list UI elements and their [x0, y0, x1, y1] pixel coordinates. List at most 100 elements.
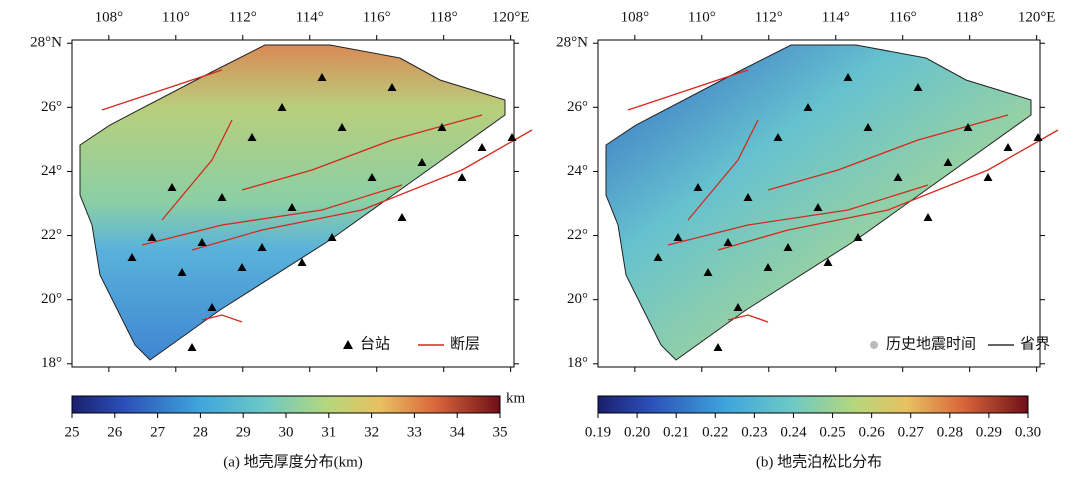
colorbar — [597, 395, 1029, 414]
station — [367, 173, 377, 181]
map-field — [79, 44, 506, 361]
station — [813, 203, 823, 211]
lon-label: 108° — [95, 9, 124, 25]
colorbar-label: 25 — [65, 424, 80, 440]
station — [277, 103, 287, 111]
colorbar-label: 0.25 — [819, 424, 845, 440]
fault — [161, 119, 233, 221]
legend-symbol — [870, 341, 878, 349]
legend-label: 断层 — [450, 335, 480, 352]
lat-label: 18° — [41, 355, 62, 371]
colorbar-unit: km — [506, 390, 526, 406]
station — [963, 123, 973, 131]
lat-label: 24° — [41, 163, 62, 179]
station — [397, 213, 407, 221]
colorbar-label: 32 — [364, 424, 379, 440]
fault — [191, 129, 533, 251]
fault — [141, 184, 403, 246]
station — [237, 263, 247, 271]
lon-label: 118° — [430, 9, 458, 25]
legend-label: 历史地震时间 — [886, 335, 976, 352]
station — [893, 173, 903, 181]
legend-label: 台站 — [360, 335, 390, 352]
colorbar-label: 26 — [107, 424, 123, 440]
station — [437, 123, 447, 131]
station — [763, 263, 773, 271]
fault — [687, 119, 759, 221]
station — [653, 253, 663, 261]
lon-label: 110° — [162, 9, 190, 25]
colorbar-label: 29 — [236, 424, 251, 440]
station — [693, 183, 703, 191]
colorbar-label: 34 — [450, 424, 466, 440]
colorbar-label: 0.27 — [898, 424, 925, 440]
station — [197, 238, 207, 246]
station — [387, 83, 397, 91]
lon-label: 120°E — [492, 9, 530, 25]
lat-label: 20° — [567, 291, 588, 307]
colorbar-label: 0.26 — [859, 424, 886, 440]
lat-label: 28°N — [556, 35, 588, 51]
fault — [241, 114, 483, 191]
colorbar — [71, 395, 501, 414]
station — [457, 173, 467, 181]
station — [147, 233, 157, 241]
station — [187, 343, 197, 351]
station — [297, 258, 307, 266]
lon-label: 114° — [822, 9, 850, 25]
legend-symbol — [343, 340, 353, 349]
station — [287, 203, 297, 211]
lon-label: 116° — [889, 9, 917, 25]
lat-label: 22° — [41, 227, 62, 243]
lat-label: 28°N — [30, 35, 62, 51]
station — [983, 173, 993, 181]
lat-label: 20° — [41, 291, 62, 307]
station — [803, 103, 813, 111]
station — [843, 73, 853, 81]
colorbar-label: 0.29 — [976, 424, 1002, 440]
station — [823, 258, 833, 266]
colorbar-label: 0.30 — [1015, 424, 1041, 440]
lon-label: 116° — [363, 9, 391, 25]
station — [417, 158, 427, 166]
colorbar-label: 0.20 — [624, 424, 650, 440]
colorbar-label: 27 — [150, 424, 166, 440]
lon-label: 118° — [956, 9, 984, 25]
station — [337, 123, 347, 131]
station — [943, 158, 953, 166]
station — [773, 133, 783, 141]
lon-label: 112° — [755, 9, 783, 25]
lon-label: 114° — [296, 9, 324, 25]
colorbar-label: 0.21 — [663, 424, 689, 440]
fault — [101, 69, 223, 111]
station — [247, 133, 257, 141]
lat-label: 18° — [567, 355, 588, 371]
station — [1003, 143, 1013, 151]
colorbar-label: 0.23 — [741, 424, 767, 440]
station — [733, 303, 743, 311]
station — [913, 83, 923, 91]
fault — [627, 69, 749, 111]
fault — [717, 129, 1059, 251]
station — [327, 233, 337, 241]
fault — [727, 314, 769, 323]
lat-label: 26° — [567, 99, 588, 115]
colorbar-label: 0.22 — [702, 424, 728, 440]
station — [507, 133, 517, 141]
colorbar-label: 0.19 — [585, 424, 611, 440]
station — [167, 183, 177, 191]
station — [863, 123, 873, 131]
caption: (b) 地壳泊松比分布 — [756, 453, 882, 470]
colorbar-label: 28 — [193, 424, 208, 440]
station — [723, 238, 733, 246]
station — [783, 243, 793, 251]
fault — [667, 184, 929, 246]
caption: (a) 地壳厚度分布(km) — [223, 453, 363, 470]
station — [257, 243, 267, 251]
station — [177, 268, 187, 276]
station — [317, 73, 327, 81]
station — [713, 343, 723, 351]
station — [127, 253, 137, 261]
station — [217, 193, 227, 201]
colorbar-label: 33 — [407, 424, 422, 440]
